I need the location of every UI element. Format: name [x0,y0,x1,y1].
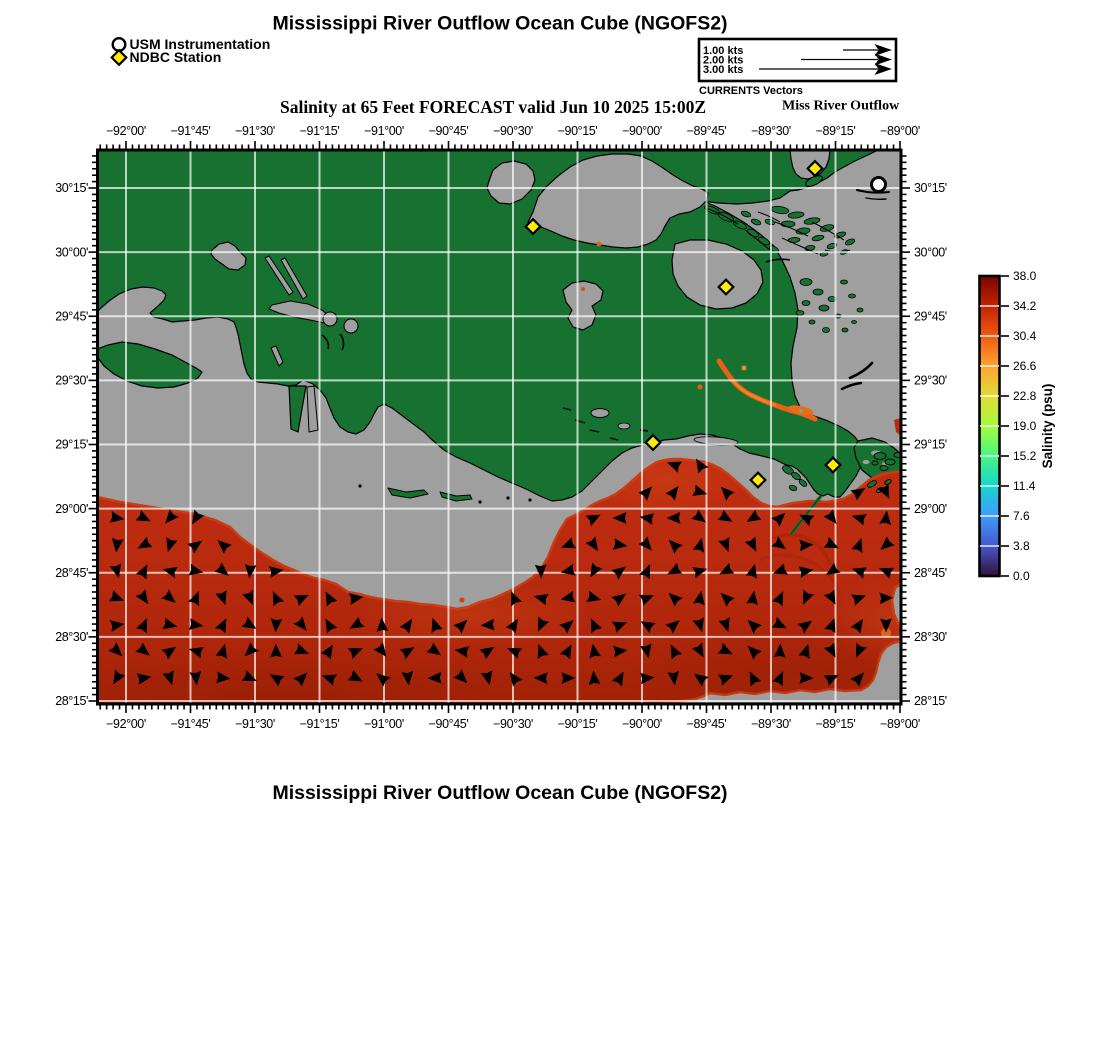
svg-text:29°30': 29°30' [55,374,88,388]
svg-text:−91°15': −91°15' [300,124,340,138]
svg-text:0.0: 0.0 [1013,569,1030,583]
svg-text:−91°00': −91°00' [364,124,404,138]
svg-text:30°15': 30°15' [914,181,947,195]
svg-text:15.2: 15.2 [1013,449,1037,463]
svg-text:Salinity (psu): Salinity (psu) [1040,384,1055,469]
svg-text:Salinity at 65 Feet FORECAST v: Salinity at 65 Feet FORECAST valid Jun 1… [280,97,706,117]
svg-text:USM Instrumentation: USM Instrumentation [130,36,271,52]
svg-text:−89°30': −89°30' [751,124,791,138]
svg-text:30°15': 30°15' [55,181,88,195]
svg-text:−90°30': −90°30' [493,717,533,731]
svg-text:−89°15': −89°15' [816,717,856,731]
svg-text:−89°45': −89°45' [687,717,727,731]
svg-text:29°30': 29°30' [914,374,947,388]
svg-text:11.4: 11.4 [1013,479,1036,493]
svg-text:−92°00': −92°00' [106,717,146,731]
svg-text:−90°30': −90°30' [493,124,533,138]
svg-text:−90°45': −90°45' [429,717,469,731]
svg-text:30°00': 30°00' [55,245,88,259]
svg-text:3.00 kts: 3.00 kts [703,64,743,76]
svg-text:29°00': 29°00' [55,502,88,516]
svg-text:−91°15': −91°15' [300,717,340,731]
svg-text:22.8: 22.8 [1013,389,1037,403]
svg-text:−91°45': −91°45' [171,717,211,731]
svg-text:−91°45': −91°45' [171,124,211,138]
svg-text:7.6: 7.6 [1013,509,1030,523]
svg-text:29°45': 29°45' [55,309,88,323]
svg-text:30.4: 30.4 [1013,329,1037,343]
svg-text:28°30': 28°30' [55,630,88,644]
svg-text:2.00 kts: 2.00 kts [703,55,743,67]
svg-text:28°45': 28°45' [55,566,88,580]
svg-text:−90°45': −90°45' [429,124,469,138]
svg-text:−91°00': −91°00' [364,717,404,731]
svg-text:29°15': 29°15' [914,438,947,452]
svg-text:NDBC Station: NDBC Station [130,49,222,65]
svg-text:26.6: 26.6 [1013,359,1037,373]
svg-text:−92°00': −92°00' [106,124,146,138]
svg-text:29°45': 29°45' [914,309,947,323]
svg-text:28°45': 28°45' [914,566,947,580]
svg-text:30°00': 30°00' [914,245,947,259]
svg-text:−90°15': −90°15' [558,124,598,138]
svg-text:28°15': 28°15' [914,694,947,708]
svg-text:−90°00': −90°00' [622,717,662,731]
svg-text:−91°30': −91°30' [235,717,275,731]
svg-text:3.8: 3.8 [1013,539,1030,553]
svg-text:28°15': 28°15' [55,694,88,708]
svg-text:19.0: 19.0 [1013,419,1037,433]
svg-text:29°00': 29°00' [914,502,947,516]
svg-text:−89°45': −89°45' [687,124,727,138]
svg-text:38.0: 38.0 [1013,269,1037,283]
svg-text:1.00 kts: 1.00 kts [703,45,743,57]
svg-text:Mississippi River Outflow Ocea: Mississippi River Outflow Ocean Cube (NG… [272,13,727,35]
svg-text:28°30': 28°30' [914,630,947,644]
svg-text:−89°30': −89°30' [751,717,791,731]
svg-text:−91°30': −91°30' [235,124,275,138]
svg-text:−89°00': −89°00' [880,717,920,731]
svg-text:−90°15': −90°15' [558,717,598,731]
svg-text:Mississippi River Outflow Ocea: Mississippi River Outflow Ocean Cube (NG… [272,782,727,804]
svg-text:29°15': 29°15' [55,438,88,452]
svg-text:34.2: 34.2 [1013,299,1037,313]
svg-text:−89°00': −89°00' [880,124,920,138]
svg-text:−90°00': −90°00' [622,124,662,138]
svg-text:−89°15': −89°15' [816,124,856,138]
svg-text:CURRENTS Vectors: CURRENTS Vectors [699,85,803,97]
svg-text:Miss River Outflow: Miss River Outflow [782,99,900,114]
